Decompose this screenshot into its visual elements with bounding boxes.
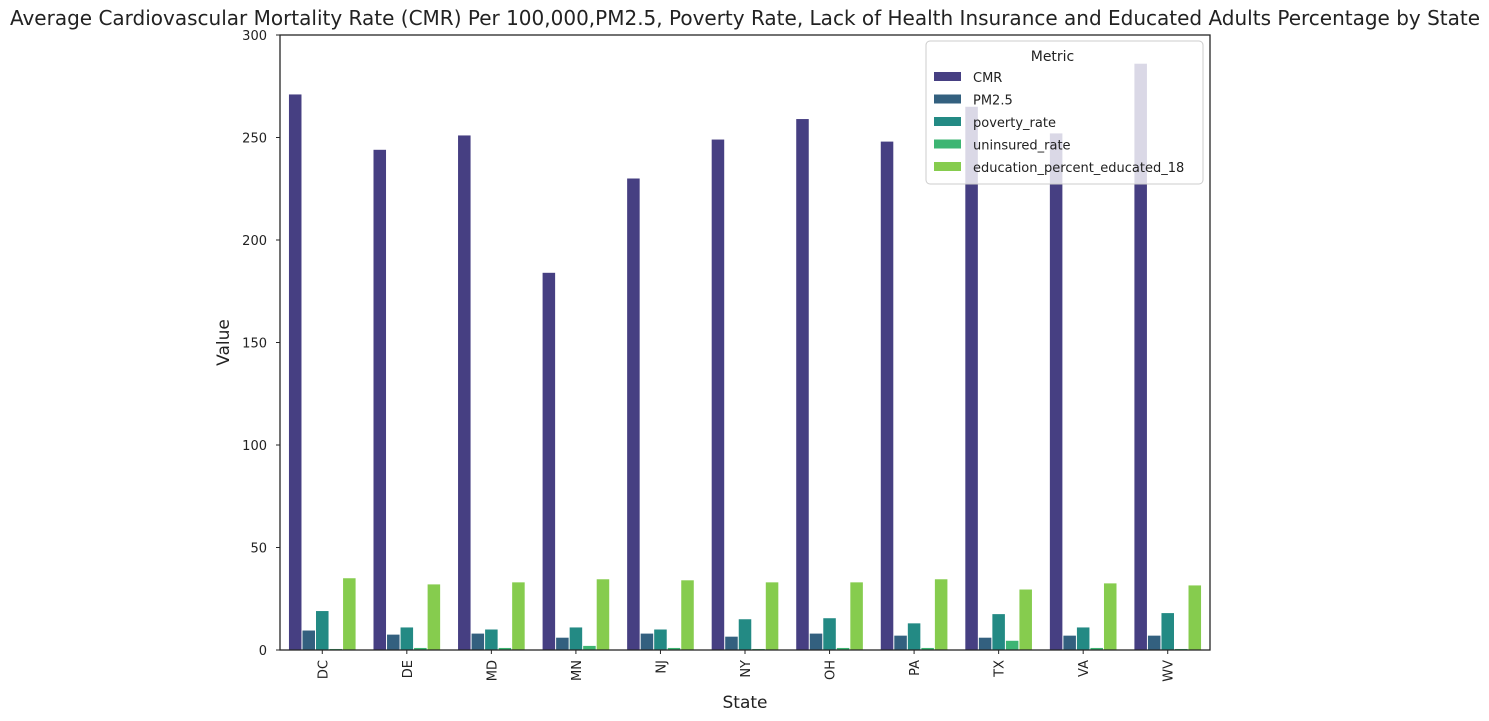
legend-entry-PM2.5: PM2.5: [973, 94, 1013, 109]
bar-CMR-DE: [373, 149, 387, 651]
legend-swatch-poverty_rate: [934, 117, 961, 126]
y-tick-label: 100: [242, 439, 267, 454]
bar-poverty_rate-OH: [823, 618, 836, 650]
bar-CMR-DC: [288, 94, 302, 650]
y-tick-label: 150: [242, 337, 267, 352]
x-tick-label-DC: DC: [316, 660, 331, 679]
x-tick-label-VA: VA: [1077, 660, 1092, 677]
bar-education_percent_educated_18-VA: [1103, 583, 1117, 650]
bar-poverty_rate-DE: [400, 627, 414, 650]
bar-poverty_rate-WV: [1161, 613, 1174, 650]
x-tick-label-NY: NY: [739, 660, 754, 678]
bar-poverty_rate-NJ: [654, 629, 667, 650]
legend-swatch-education_percent_educated_18: [934, 162, 961, 171]
x-tick-label-WV: WV: [1162, 660, 1177, 682]
bar-PM2.5-NY: [725, 636, 738, 650]
legend-entry-poverty_rate: poverty_rate: [973, 116, 1056, 131]
x-tick-label-MN: MN: [570, 660, 585, 681]
bar-PM2.5-MN: [556, 637, 569, 650]
legend-box: [925, 40, 1204, 185]
legend-entry-education_percent_educated_18: education_percent_educated_18: [973, 161, 1184, 176]
bar-poverty_rate-NY: [738, 619, 752, 650]
bar-PM2.5-OH: [809, 633, 823, 650]
y-tick-label: 50: [250, 542, 267, 557]
x-tick-label-TX: TX: [993, 660, 1008, 678]
legend: Metric CMR PM2.5 poverty_rate uninsured_rate…: [925, 40, 1204, 185]
bar-PM2.5-DE: [387, 634, 400, 650]
bar-education_percent_educated_18-DE: [427, 584, 441, 650]
bars-layer: [288, 63, 1202, 651]
x-tick-label-MD: MD: [485, 660, 500, 681]
bar-uninsured_rate-MN: [583, 645, 596, 650]
legend-swatch-uninsured_rate: [934, 139, 961, 149]
bar-CMR-NJ: [627, 178, 640, 650]
legend-swatch-CMR: [934, 72, 961, 81]
bar-education_percent_educated_18-NY: [765, 582, 779, 650]
x-tick-label-NJ: NJ: [654, 660, 669, 674]
y-tick-label: 250: [242, 132, 267, 147]
bar-education_percent_educated_18-TX: [1019, 589, 1032, 650]
bar-CMR-VA: [1049, 133, 1063, 650]
legend-entry-CMR: CMR: [973, 71, 1002, 86]
bar-CMR-OH: [796, 119, 809, 651]
bar-uninsured_rate-TX: [1005, 640, 1019, 650]
bar-PM2.5-NJ: [640, 633, 654, 650]
bar-poverty_rate-VA: [1076, 627, 1090, 650]
legend-entry-uninsured_rate: uninsured_rate: [973, 139, 1071, 154]
bar-PM2.5-WV: [1147, 635, 1161, 650]
bar-PM2.5-VA: [1063, 635, 1076, 650]
bar-education_percent_educated_18-MN: [596, 579, 610, 650]
bar-PM2.5-DC: [302, 630, 316, 650]
bar-education_percent_educated_18-NJ: [681, 580, 694, 650]
bar-CMR-MD: [458, 135, 471, 650]
legend-swatch-PM2.5: [934, 94, 961, 104]
bar-uninsured_rate-OH: [836, 647, 850, 650]
bar-uninsured_rate-VA: [1090, 647, 1103, 650]
bar-PM2.5-PA: [894, 635, 907, 650]
y-tick-label: 0: [259, 644, 267, 659]
bar-PM2.5-TX: [978, 637, 992, 650]
bar-poverty_rate-MN: [569, 627, 583, 650]
y-axis-label: Value: [214, 319, 234, 366]
bar-education_percent_educated_18-PA: [934, 579, 948, 650]
chart-title: Average Cardiovascular Mortality Rate (C…: [10, 6, 1480, 30]
bar-uninsured_rate-NJ: [667, 647, 681, 650]
legend-title: Metric: [1031, 49, 1075, 65]
bar-education_percent_educated_18-WV: [1188, 585, 1202, 650]
bar-education_percent_educated_18-DC: [343, 578, 356, 650]
bar-CMR-TX: [965, 106, 978, 650]
x-tick-label-PA: PA: [908, 660, 923, 676]
x-axis-label: State: [723, 693, 768, 713]
y-tick-label: 200: [242, 234, 267, 249]
bar-CMR-PA: [880, 141, 894, 650]
y-tick-label: 300: [242, 29, 267, 44]
bar-uninsured_rate-PA: [921, 647, 934, 650]
bar-poverty_rate-MD: [485, 629, 498, 650]
bar-uninsured_rate-MD: [498, 647, 512, 650]
bar-CMR-MN: [542, 272, 556, 650]
axes-layer: 0 50 100 150 200 250 300 DC DE MD MN NJ NY OH PA TX VA WV: [242, 29, 1211, 682]
bar-uninsured_rate-DE: [414, 647, 427, 650]
bar-poverty_rate-DC: [316, 611, 329, 650]
bar-poverty_rate-PA: [907, 623, 921, 650]
bar-education_percent_educated_18-OH: [850, 582, 863, 650]
bar-education_percent_educated_18-MD: [512, 582, 525, 650]
bar-PM2.5-MD: [471, 633, 485, 650]
x-tick-label-DE: DE: [401, 660, 416, 678]
bar-poverty_rate-TX: [992, 614, 1005, 650]
x-tick-label-OH: OH: [824, 660, 839, 680]
bar-CMR-WV: [1134, 63, 1147, 650]
bar-CMR-NY: [711, 139, 725, 651]
